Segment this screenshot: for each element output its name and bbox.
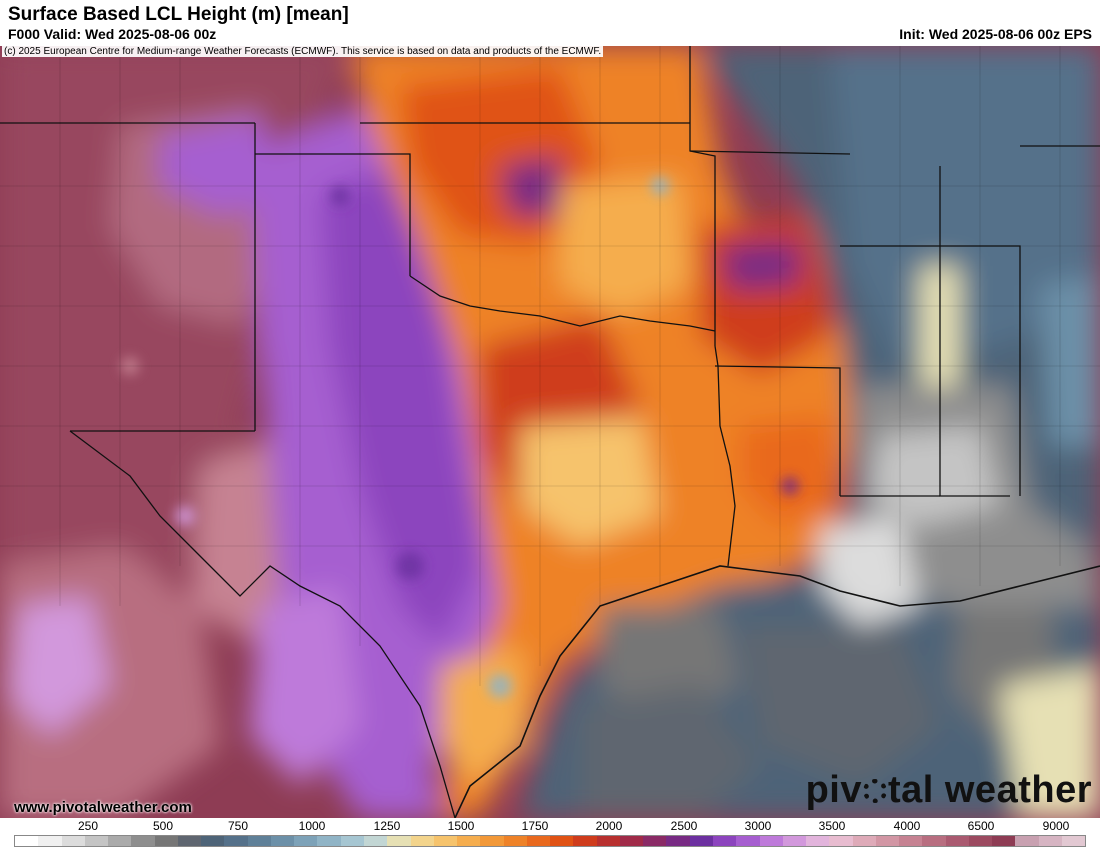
colorbar-swatch [759,836,783,846]
colorbar-swatch [317,836,341,846]
colorbar-swatch [689,836,713,846]
colorbar-swatch [294,836,318,846]
colorbar-tick-label: 9000 [1042,819,1070,833]
colorbar-swatch [247,836,271,846]
colorbar-swatch [224,836,248,846]
colorbar-swatch [131,836,155,846]
colorbar-swatch [340,836,364,846]
colorbar-swatch [992,836,1016,846]
colorbar-tick-label: 250 [77,819,99,833]
colorbar-swatch [712,836,737,846]
colorbar-tick-label: 1500 [447,819,475,833]
colorbar-swatch [480,836,504,846]
colorbar-tick-label: 500 [152,819,174,833]
colorbar-tick-label: 1750 [521,819,549,833]
colorbar-swatch [736,836,760,846]
colorbar-swatch [201,836,225,846]
map-title: Surface Based LCL Height (m) [mean] [8,4,349,25]
init-time: Init: Wed 2025-08-06 00z EPS [899,26,1092,42]
colorbar-swatch [177,836,202,846]
brand-text-right: tal weather [887,769,1092,811]
colorbar-tick-label: 1000 [298,819,326,833]
colorbar: 250 500 750 1000 1250 1500 1750 2000 2500 3000 350… [0,818,1100,850]
lcl-height-field [0,46,1100,818]
colorbar-swatch [363,836,388,846]
colorbar-swatch [108,836,132,846]
colorbar-swatch [503,836,527,846]
forecast-map[interactable]: (c) 2025 European Centre for Medium-rang… [0,46,1100,818]
colorbar-tick-label: 6500 [967,819,995,833]
colorbar-swatch [15,836,39,846]
colorbar-swatch [666,836,690,846]
colorbar-labels: 250 500 750 1000 1250 1500 1750 2000 2500 3000 350… [0,818,1100,834]
colorbar-swatch [899,836,923,846]
colorbar-swatch [1038,836,1062,846]
colorbar-tick-label: 4000 [893,819,921,833]
colorbar-swatch [922,836,946,846]
website-link[interactable]: www.pivotalweather.com [14,799,192,816]
colorbar-swatch [38,836,62,846]
pivotal-weather-logo: piv tal weather [806,769,1092,812]
colorbar-swatch [410,836,434,846]
colorbar-swatch [968,836,993,846]
colorbar-tick-label: 3500 [818,819,846,833]
colorbar-swatch [387,836,411,846]
colorbar-swatch [945,836,969,846]
colorbar-tick-label: 1250 [373,819,401,833]
colorbar-swatch [61,836,85,846]
colorbar-swatch [596,836,620,846]
county-lines [0,46,1100,686]
brand-text-left: piv [805,769,862,811]
colorbar-tick-label: 2500 [670,819,698,833]
colorbar-swatch [154,836,178,846]
colorbar-swatch [875,836,900,846]
colorbar-strip [14,835,1086,847]
colorbar-swatch [457,836,481,846]
copyright-notice: (c) 2025 European Centre for Medium-rang… [2,46,604,57]
colorbar-swatch [1061,836,1086,846]
gear-o-icon [862,779,887,803]
colorbar-tick-label: 2000 [595,819,623,833]
colorbar-swatch [550,836,574,846]
coastline [454,565,1100,818]
colorbar-swatch [270,836,295,846]
colorbar-swatch [84,836,109,846]
colorbar-swatch [852,836,876,846]
colorbar-swatch [526,836,551,846]
valid-time: F000 Valid: Wed 2025-08-06 00z [8,26,217,42]
state-borders [0,46,1100,818]
colorbar-swatch [643,836,667,846]
colorbar-swatch [433,836,458,846]
colorbar-swatch [829,836,853,846]
colorbar-swatch [806,836,830,846]
colorbar-tick-label: 750 [227,819,249,833]
colorbar-swatch [573,836,597,846]
colorbar-swatch [619,836,644,846]
colorbar-tick-label: 3000 [744,819,772,833]
colorbar-swatch [1015,836,1039,846]
header: Surface Based LCL Height (m) [mean] F000… [0,0,1100,46]
colorbar-swatch [782,836,807,846]
